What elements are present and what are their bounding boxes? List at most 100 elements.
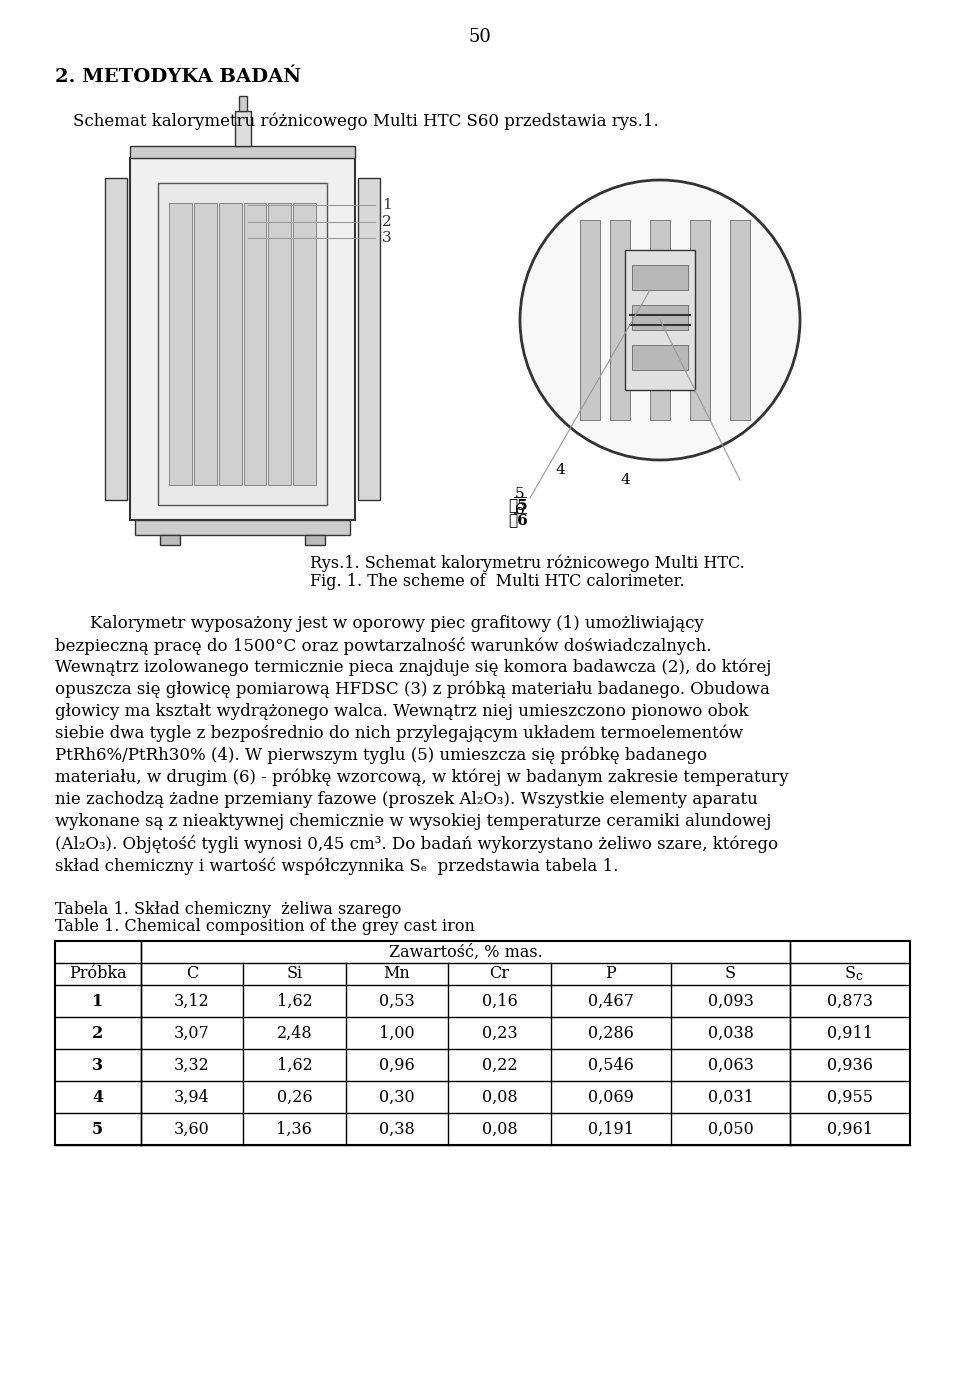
Text: 6: 6 bbox=[508, 513, 528, 527]
Text: 0,191: 0,191 bbox=[588, 1120, 634, 1137]
Circle shape bbox=[520, 180, 800, 461]
Text: 1,62: 1,62 bbox=[276, 993, 312, 1010]
Text: 0,22: 0,22 bbox=[482, 1057, 517, 1073]
Text: Table 1. Chemical composition of the grey cast iron: Table 1. Chemical composition of the gre… bbox=[55, 918, 475, 935]
Text: 4: 4 bbox=[555, 463, 564, 477]
Text: 0,911: 0,911 bbox=[828, 1025, 874, 1041]
Text: Fig. 1. The scheme of  Multi HTC calorimeter.: Fig. 1. The scheme of Multi HTC calorime… bbox=[310, 573, 684, 591]
Bar bbox=[632, 344, 688, 371]
Text: 1,62: 1,62 bbox=[276, 1057, 312, 1073]
Text: (Al₂O₃). Objętość tygli wynosi 0,45 cm³. Do badań wykorzystano żeliwo szare, któ: (Al₂O₃). Objętość tygli wynosi 0,45 cm³.… bbox=[55, 835, 779, 853]
Bar bbox=[135, 520, 350, 535]
Text: 0,031: 0,031 bbox=[708, 1088, 754, 1105]
Text: 4: 4 bbox=[620, 473, 630, 487]
Text: Tabela 1. Skład chemiczny  żeliwa szarego: Tabela 1. Skład chemiczny żeliwa szarego bbox=[55, 900, 401, 918]
Text: 4: 4 bbox=[92, 1088, 104, 1105]
Bar bbox=[130, 147, 355, 158]
Text: 0,063: 0,063 bbox=[708, 1057, 754, 1073]
Bar bbox=[730, 220, 750, 420]
Bar bbox=[625, 250, 695, 390]
Text: 0,26: 0,26 bbox=[276, 1088, 312, 1105]
Text: 0,873: 0,873 bbox=[828, 993, 874, 1010]
Bar bbox=[158, 183, 327, 505]
Text: S: S bbox=[845, 965, 855, 982]
Text: 5: 5 bbox=[92, 1120, 104, 1137]
Text: 3,94: 3,94 bbox=[174, 1088, 209, 1105]
Text: Kalorymetr wyposażony jest w oporowy piec grafitowy (1) umożliwiający: Kalorymetr wyposażony jest w oporowy pie… bbox=[90, 615, 704, 632]
Text: 0,96: 0,96 bbox=[379, 1057, 415, 1073]
Text: wykonane są z nieaktywnej chemicznie w wysokiej temperaturze ceramiki alundowej: wykonane są z nieaktywnej chemicznie w w… bbox=[55, 813, 772, 830]
Text: 0,286: 0,286 bbox=[588, 1025, 634, 1041]
Text: 3: 3 bbox=[92, 1057, 104, 1073]
Bar bbox=[169, 203, 192, 485]
Text: Rys.1. Schemat kalorymetru różnicowego Multi HTC.: Rys.1. Schemat kalorymetru różnicowego M… bbox=[310, 555, 745, 573]
Text: materiału, w drugim (6) - próbkę wzorcową, w której w badanym zakresie temperatu: materiału, w drugim (6) - próbkę wzorcow… bbox=[55, 769, 788, 787]
Bar bbox=[269, 203, 291, 485]
Text: 0,955: 0,955 bbox=[828, 1088, 874, 1105]
Text: 3: 3 bbox=[382, 231, 392, 245]
Bar bbox=[160, 535, 180, 545]
Text: opuszcza się głowicę pomiarową HFDSC (3) z próbką materiału badanego. Obudowa: opuszcza się głowicę pomiarową HFDSC (3)… bbox=[55, 680, 770, 698]
Text: 0,30: 0,30 bbox=[379, 1088, 415, 1105]
Text: 3,32: 3,32 bbox=[174, 1057, 209, 1073]
Text: 0,038: 0,038 bbox=[708, 1025, 754, 1041]
Text: 0,093: 0,093 bbox=[708, 993, 754, 1010]
Text: nie zachodzą żadne przemiany fazowe (proszek Al₂O₃). Wszystkie elementy aparatu: nie zachodzą żadne przemiany fazowe (pro… bbox=[55, 791, 757, 808]
Text: 6: 6 bbox=[516, 503, 525, 517]
Text: P: P bbox=[606, 965, 616, 982]
Text: Si: Si bbox=[286, 965, 302, 982]
Bar bbox=[234, 111, 251, 147]
Text: 5: 5 bbox=[508, 498, 528, 512]
Bar bbox=[610, 220, 630, 420]
Text: 3,07: 3,07 bbox=[174, 1025, 209, 1041]
Text: 0,08: 0,08 bbox=[482, 1120, 517, 1137]
Text: 1: 1 bbox=[92, 993, 104, 1010]
Text: 0,546: 0,546 bbox=[588, 1057, 634, 1073]
Text: Mn: Mn bbox=[384, 965, 410, 982]
Text: 3,60: 3,60 bbox=[174, 1120, 209, 1137]
Bar bbox=[194, 203, 217, 485]
Text: 1: 1 bbox=[382, 198, 392, 212]
Bar bbox=[219, 203, 242, 485]
Text: Próbka: Próbka bbox=[69, 965, 127, 982]
Text: Zawartość, % mas.: Zawartość, % mas. bbox=[389, 943, 542, 961]
Bar bbox=[244, 203, 266, 485]
Text: 0,08: 0,08 bbox=[482, 1088, 517, 1105]
Bar bbox=[238, 95, 247, 111]
Text: bezpieczną pracę do 1500°C oraz powtarzalność warunków doświadczalnych.: bezpieczną pracę do 1500°C oraz powtarza… bbox=[55, 638, 711, 656]
Bar bbox=[358, 178, 380, 501]
Text: 0,961: 0,961 bbox=[828, 1120, 874, 1137]
Text: głowicy ma kształt wydrążonego walca. Wewnątrz niej umieszczono pionowo obok: głowicy ma kształt wydrążonego walca. We… bbox=[55, 703, 749, 721]
Text: 0,23: 0,23 bbox=[482, 1025, 517, 1041]
Bar bbox=[293, 203, 316, 485]
Text: 0,467: 0,467 bbox=[588, 993, 634, 1010]
Text: Schemat kalorymetru różnicowego Multi HTC S60 przedstawia rys.1.: Schemat kalorymetru różnicowego Multi HT… bbox=[73, 112, 659, 130]
Text: Cr: Cr bbox=[490, 965, 510, 982]
Bar bbox=[632, 306, 688, 331]
Bar bbox=[580, 220, 600, 420]
Bar bbox=[305, 535, 325, 545]
Text: 1,00: 1,00 bbox=[379, 1025, 415, 1041]
Text: 3,12: 3,12 bbox=[174, 993, 209, 1010]
Bar bbox=[650, 220, 670, 420]
Text: 0,38: 0,38 bbox=[379, 1120, 415, 1137]
Text: skład chemiczny i wartość współczynnika Sₑ  przedstawia tabela 1.: skład chemiczny i wartość współczynnika … bbox=[55, 857, 618, 875]
Text: 0,16: 0,16 bbox=[482, 993, 517, 1010]
Text: 2: 2 bbox=[92, 1025, 104, 1041]
Text: 2: 2 bbox=[382, 214, 392, 230]
Text: 0,069: 0,069 bbox=[588, 1088, 634, 1105]
Text: 0,050: 0,050 bbox=[708, 1120, 754, 1137]
Text: Wewnątrz izolowanego termicznie pieca znajduje się komora badawcza (2), do które: Wewnątrz izolowanego termicznie pieca zn… bbox=[55, 660, 772, 676]
Text: 1,36: 1,36 bbox=[276, 1120, 312, 1137]
Bar bbox=[105, 178, 127, 501]
Bar bbox=[632, 266, 688, 290]
Text: PtRh6%/PtRh30% (4). W pierwszym tyglu (5) umieszcza się próbkę badanego: PtRh6%/PtRh30% (4). W pierwszym tyglu (5… bbox=[55, 747, 708, 765]
Text: 0,936: 0,936 bbox=[828, 1057, 874, 1073]
FancyBboxPatch shape bbox=[130, 158, 355, 520]
Bar bbox=[690, 220, 710, 420]
Text: c: c bbox=[855, 971, 862, 983]
Text: siebie dwa tygle z bezpośrednio do nich przylegającym układem termoelementów: siebie dwa tygle z bezpośrednio do nich … bbox=[55, 725, 743, 743]
Text: 2,48: 2,48 bbox=[276, 1025, 312, 1041]
Text: 0,53: 0,53 bbox=[379, 993, 415, 1010]
Text: S: S bbox=[725, 965, 736, 982]
